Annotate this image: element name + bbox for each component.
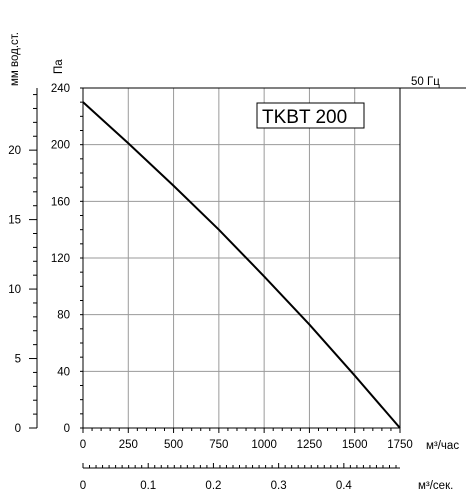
x-tick-label: 1250 — [297, 439, 323, 451]
second-x-tick-label: 0.1 — [140, 480, 156, 492]
y-tick-label: 160 — [51, 196, 70, 208]
second-x-tick-label: 0.3 — [271, 480, 287, 492]
frequency-label: 50 Гц — [411, 76, 440, 88]
x-tick-label: 750 — [209, 439, 228, 451]
x-axis-label: м³/час — [426, 440, 459, 452]
mm-tick-label: 5 — [15, 354, 21, 366]
x-tick-label: 1000 — [251, 439, 277, 451]
series-group — [82, 101, 401, 429]
x-tick-label: 250 — [119, 439, 138, 451]
mm-tick-label: 10 — [8, 284, 21, 296]
x-tick-label: 1750 — [387, 439, 413, 451]
plot-axes — [80, 87, 466, 433]
left-mm-axis: 0 5 10 15 20 — [8, 88, 38, 435]
mm-tick-label: 0 — [15, 423, 21, 435]
y-tick-label: 120 — [51, 253, 70, 265]
x-tick-label: 1500 — [342, 439, 368, 451]
mm-tick-label: 15 — [8, 215, 21, 227]
y-axis-label: Па — [53, 59, 65, 74]
y-tick-label: 240 — [51, 83, 70, 95]
y-tick-label: 40 — [57, 366, 70, 378]
second-x-axis-label: м³/сек. — [418, 480, 453, 492]
y-tick-label: 80 — [57, 310, 70, 322]
y-tick-label: 0 — [64, 423, 70, 435]
second-x-tick-label: 0.4 — [336, 480, 353, 492]
pressure-curve — [82, 101, 401, 429]
second-x-axis: 0 0.1 0.2 0.3 0.4 — [80, 463, 400, 492]
x-tick-label: 0 — [80, 439, 86, 451]
x-tick-labels: 0 250 500 750 1000 1250 1500 1750 — [80, 439, 413, 451]
second-x-tick-label: 0.2 — [205, 480, 221, 492]
plot-grid — [82, 87, 401, 429]
y-tick-label: 200 — [51, 140, 70, 152]
left-axis-label: мм вод.ст. — [9, 32, 21, 86]
pa-tick-labels: 0 40 80 120 160 200 240 — [51, 83, 70, 435]
mm-tick-label: 20 — [8, 145, 21, 157]
model-label: TKBT 200 — [262, 107, 347, 128]
second-x-tick-label: 0 — [80, 480, 86, 492]
x-tick-label: 500 — [164, 439, 183, 451]
model-label-box: TKBT 200 — [256, 102, 365, 129]
